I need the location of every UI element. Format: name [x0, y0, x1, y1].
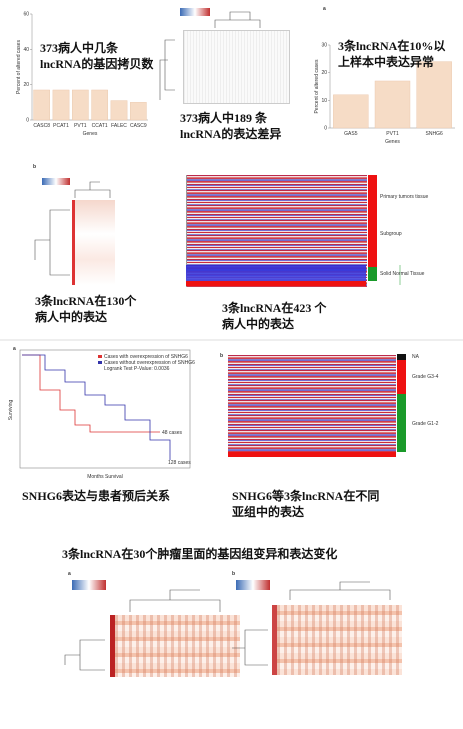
caption: 病人中的表达 — [35, 309, 107, 324]
bar — [333, 94, 369, 129]
caption: 373病人中189 条 — [180, 110, 268, 125]
legend-bar-green — [368, 267, 377, 281]
y-tick-label: 0 — [324, 126, 327, 132]
caption: 3条lncRNA在130个 — [35, 293, 137, 308]
heatmap-grade — [228, 355, 396, 455]
annotation: 128 cases — [168, 460, 191, 466]
survival-curve-high — [22, 354, 160, 433]
bar — [33, 89, 50, 121]
bar — [72, 89, 89, 121]
annotation: 48 cases — [162, 430, 183, 436]
x-tick-label: FALEC — [111, 123, 127, 129]
x-tick-label: CASC8 — [33, 123, 50, 129]
y-tick-label: 40 — [23, 47, 29, 53]
x-axis-label: Genes — [385, 139, 400, 145]
y-tick-label: 30 — [321, 43, 327, 49]
bottom-band — [228, 452, 396, 457]
x-axis-label: Genes — [83, 131, 98, 137]
y-tick-label: 20 — [23, 82, 29, 88]
caption: lncRNA的表达差异 — [180, 126, 281, 141]
legend-label: Grade G1-2 — [412, 421, 439, 427]
color-key — [236, 580, 270, 590]
legend-label: Cases without overexpression of SNHG6 — [104, 360, 195, 366]
normal-band — [186, 265, 366, 281]
panel-label: a — [13, 346, 16, 352]
caption: 3条lncRNA在10%以 — [338, 38, 445, 53]
survival-frame — [19, 349, 191, 469]
heatmap-130 — [72, 200, 115, 285]
heatmap-189 — [183, 30, 290, 104]
legend-bar-red — [397, 360, 406, 394]
survival-curve-low — [22, 354, 171, 460]
dendrograms — [34, 11, 391, 671]
heatmap-30-a — [110, 615, 240, 677]
x-tick-label: PCAT1 — [53, 123, 69, 129]
legend-label: NA — [412, 354, 420, 360]
y-axis-label: Percent of altered cases — [314, 59, 320, 113]
x-tick-label: PVT1 — [74, 123, 87, 129]
caption: 373病人中几条 — [40, 40, 119, 55]
caption: SNHG6表达与患者预后关系 — [22, 488, 170, 503]
legend-label: Subgroup — [380, 231, 402, 237]
bar — [91, 89, 108, 121]
color-key — [180, 8, 210, 16]
heatmap-30-b — [272, 605, 402, 675]
caption: 3条lncRNA在30个肿瘤里面的基因组变异和表达变化 — [62, 546, 337, 561]
caption: lncRNA的基因拷贝数 — [40, 56, 154, 71]
legend-swatch — [98, 361, 102, 364]
legend-label: Primary tumors tissue — [380, 194, 429, 200]
bar — [374, 80, 411, 129]
caption: 上样本中表达异常 — [338, 54, 434, 69]
y-axis-label: Surviving — [8, 400, 14, 421]
legend-label: Cases with overexpression of SNHG6 — [104, 354, 188, 360]
x-tick-label: CASC9 — [130, 123, 147, 129]
p-value: Logrank Test P-Value: 0.0036 — [104, 366, 170, 372]
panel-label: b — [220, 353, 223, 359]
color-key — [42, 178, 70, 185]
caption: 3条lncRNA在423 个 — [222, 300, 327, 315]
legend-bar-red — [368, 175, 377, 267]
legend-label: Grade G3-4 — [412, 374, 439, 380]
panel-label: b — [232, 571, 235, 577]
bar — [416, 61, 452, 129]
bar — [130, 102, 147, 121]
panel-label: b — [33, 164, 36, 170]
x-tick-label: SNHG6 — [426, 131, 443, 137]
panel-label: a — [323, 6, 326, 12]
x-axis-label: Months Survival — [87, 474, 123, 480]
bottom-band — [186, 281, 366, 286]
bar — [52, 89, 70, 121]
x-tick-label: CCAT1 — [92, 123, 108, 129]
y-axis-label: Percent of altered cases — [16, 40, 22, 94]
legend-swatch — [98, 355, 102, 358]
y-tick-label: 20 — [321, 70, 327, 76]
y-tick-label: 10 — [321, 98, 327, 104]
caption: 亚组中的表达 — [232, 504, 304, 519]
x-tick-label: GAS5 — [344, 131, 358, 137]
caption: SNHG6等3条lncRNA在不同 — [232, 488, 379, 503]
legend-label: Solid Normal Tissue — [380, 271, 425, 277]
legend-bar-green — [397, 394, 406, 452]
bar — [110, 100, 128, 121]
panel-label: a — [68, 571, 71, 577]
caption: 病人中的表达 — [222, 316, 294, 331]
legend-bar-black — [397, 354, 406, 360]
y-tick-label: 0 — [26, 118, 29, 124]
y-tick-label: 60 — [23, 12, 29, 18]
color-key — [72, 580, 106, 590]
x-tick-label: PVT1 — [386, 131, 399, 137]
